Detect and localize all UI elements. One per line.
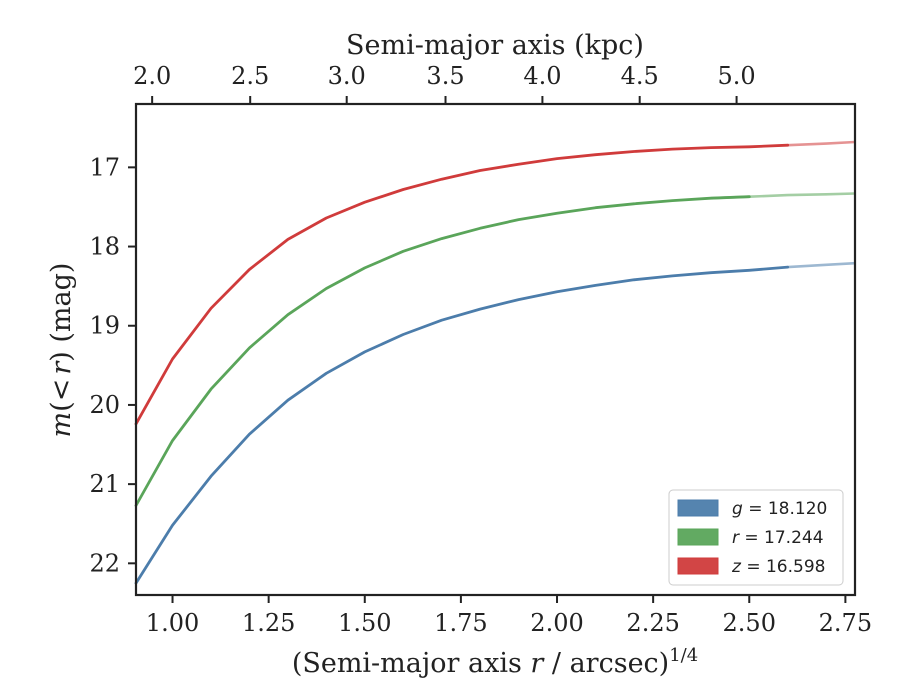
y-axis-title-r: r	[46, 360, 77, 375]
top-tick-label: 4.0	[523, 62, 561, 90]
top-tick-label: 3.5	[426, 62, 464, 90]
series-line-g	[134, 265, 790, 585]
legend-label-g: g = 18.120	[732, 499, 827, 519]
legend-swatch-g	[677, 499, 719, 517]
top-tick-label: 2.5	[231, 62, 269, 90]
x-tick-label: 2.50	[723, 609, 776, 637]
legend-label-r: r = 17.244	[732, 528, 824, 548]
x-tick-label: 2.25	[626, 609, 679, 637]
ticks-layer: 1.00 1.25 1.50 1.75 2.00 2.25 2.50 2.75 17 18 19 20…	[89, 62, 872, 637]
top-tick-label: 5.0	[717, 62, 755, 90]
series-layer	[134, 140, 856, 585]
top-tick-label: 2.0	[133, 62, 171, 90]
x-tick-label: 1.75	[434, 609, 487, 637]
y-axis-title-m: m	[46, 412, 77, 438]
y-axis-title-open: (	[46, 401, 77, 412]
y-tick-label: 22	[89, 549, 120, 577]
y-tick-label: 19	[89, 312, 120, 340]
legend: g = 18.120 r = 17.244 z = 16.598	[668, 489, 844, 586]
series-line-g-extended	[787, 261, 856, 269]
x-axis-title-exponent: 1/4	[669, 645, 698, 666]
y-axis-title-lt: <	[46, 379, 77, 402]
legend-swatch-r	[677, 528, 719, 546]
x-tick-label: 1.00	[146, 609, 199, 637]
x-axis-title: (Semi-major axis r / arcsec)1/4	[292, 645, 698, 679]
x-tick-label: 2.75	[819, 609, 872, 637]
plot-frame	[134, 102, 857, 597]
top-axis-title: Semi-major axis (kpc)	[346, 30, 644, 61]
x-axis-title-prefix: (Semi-major axis	[292, 648, 531, 679]
x-tick-label: 1.25	[242, 609, 295, 637]
series-line-z	[134, 143, 790, 426]
y-axis-title: m(< r) (mag)	[46, 263, 77, 438]
top-tick-label: 4.5	[621, 62, 659, 90]
x-axis-title-suffix: / arcsec)	[543, 648, 669, 679]
y-tick-label: 18	[89, 233, 120, 261]
x-tick-label: 2.00	[530, 609, 583, 637]
x-axis-title-var: r	[530, 648, 545, 679]
legend-label-z: z = 16.598	[731, 557, 825, 577]
y-axis-title-unit: (mag)	[46, 263, 77, 352]
y-tick-label: 21	[89, 470, 120, 498]
series-line-z-extended	[787, 140, 856, 147]
series-line-r	[134, 195, 751, 507]
legend-swatch-z	[677, 557, 719, 575]
y-axis-title-close: )	[46, 351, 77, 362]
x-tick-label: 1.50	[338, 609, 391, 637]
top-tick-label: 3.0	[328, 62, 366, 90]
y-tick-label: 20	[89, 391, 120, 419]
y-tick-label: 17	[89, 153, 120, 181]
